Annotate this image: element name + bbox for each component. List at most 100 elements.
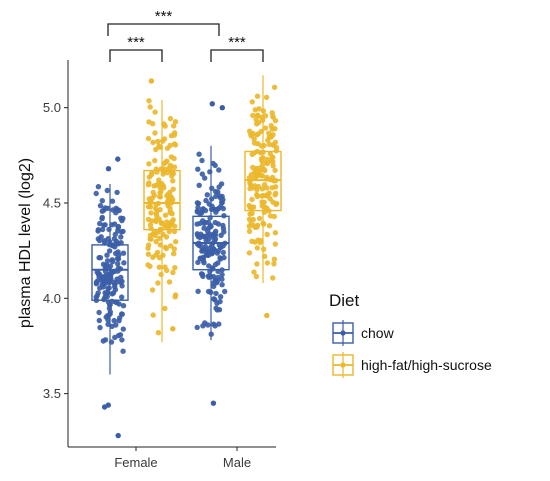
data-point (115, 156, 121, 162)
bracket-line (210, 49, 264, 62)
data-point (115, 332, 122, 339)
data-point (267, 213, 274, 219)
data-point (166, 279, 173, 285)
data-point (264, 260, 271, 266)
data-point (266, 130, 272, 136)
data-point (200, 218, 206, 224)
data-point (253, 273, 260, 280)
data-point (203, 197, 209, 204)
data-point (150, 189, 156, 196)
data-point (249, 196, 255, 203)
data-point (149, 170, 155, 176)
data-point (95, 184, 102, 190)
data-point (151, 183, 157, 189)
data-point (217, 298, 223, 305)
data-point (155, 330, 162, 336)
data-point (220, 196, 226, 203)
data-point (206, 231, 213, 237)
data-point (106, 285, 112, 291)
legend-item-hfhs: high-fat/high-sucrose (332, 352, 492, 378)
data-point (209, 101, 215, 107)
data-point (171, 164, 178, 170)
data-point (166, 222, 172, 228)
data-point (110, 258, 116, 265)
iqr-box (91, 244, 129, 301)
data-point (118, 234, 124, 240)
data-point (212, 323, 218, 329)
data-point (106, 280, 112, 286)
data-point (101, 222, 107, 228)
data-point (170, 269, 176, 276)
data-point (269, 174, 276, 181)
data-point (120, 250, 127, 256)
data-point (99, 216, 105, 222)
data-point (171, 246, 177, 252)
data-point (166, 226, 172, 232)
y-tick-label: 4.0 (43, 291, 61, 306)
data-point (212, 277, 218, 284)
data-point (262, 113, 269, 119)
data-point (115, 261, 121, 267)
data-point (250, 112, 256, 119)
data-point (267, 196, 273, 202)
data-point (104, 187, 111, 194)
data-point (249, 204, 255, 210)
data-point (170, 326, 176, 332)
data-point (261, 199, 267, 205)
data-point (172, 292, 179, 298)
data-point (157, 185, 163, 191)
data-point (114, 299, 120, 306)
data-point (111, 317, 117, 324)
data-point (215, 260, 221, 266)
data-point (154, 249, 161, 256)
data-point (264, 185, 270, 191)
data-point (156, 264, 162, 270)
data-point (152, 157, 158, 164)
data-point (152, 130, 158, 136)
data-point (199, 157, 205, 164)
data-point (254, 261, 260, 267)
data-point (96, 317, 103, 324)
legend: Diet chow high-fat/high-sucrose (329, 291, 492, 378)
data-point (202, 320, 208, 326)
significance-label: *** (155, 8, 173, 25)
data-point (145, 135, 152, 142)
significance-bracket: *** (107, 8, 220, 36)
data-point (205, 273, 212, 279)
data-point (119, 294, 125, 300)
data-point (195, 259, 201, 266)
data-point (172, 142, 179, 148)
data-point (210, 400, 217, 406)
data-point (271, 261, 277, 267)
data-point (148, 210, 154, 216)
data-point (106, 226, 112, 233)
data-point (97, 324, 103, 331)
data-point (167, 115, 174, 122)
data-point (119, 311, 125, 317)
data-point (153, 217, 159, 223)
data-point (270, 154, 276, 160)
data-point (195, 166, 201, 172)
data-point (102, 205, 108, 211)
data-point (199, 271, 206, 277)
data-point (99, 226, 106, 233)
data-point (218, 203, 224, 210)
data-point (263, 94, 270, 101)
data-point (156, 143, 162, 149)
y-tick-label: 5.0 (43, 100, 61, 115)
data-point (166, 192, 172, 198)
y-axis-title: plasma HDL level (log2) (17, 158, 34, 328)
data-point (149, 218, 155, 224)
data-point (152, 109, 158, 115)
box-female-chow (91, 183, 129, 375)
data-point (259, 186, 266, 192)
data-point (271, 256, 278, 262)
data-point (120, 348, 126, 354)
data-point (221, 254, 227, 261)
legend-title: Diet (329, 291, 360, 310)
data-point (110, 243, 116, 249)
data-point (146, 98, 152, 104)
data-point (202, 243, 209, 250)
data-point (217, 294, 224, 300)
data-point (95, 290, 101, 296)
